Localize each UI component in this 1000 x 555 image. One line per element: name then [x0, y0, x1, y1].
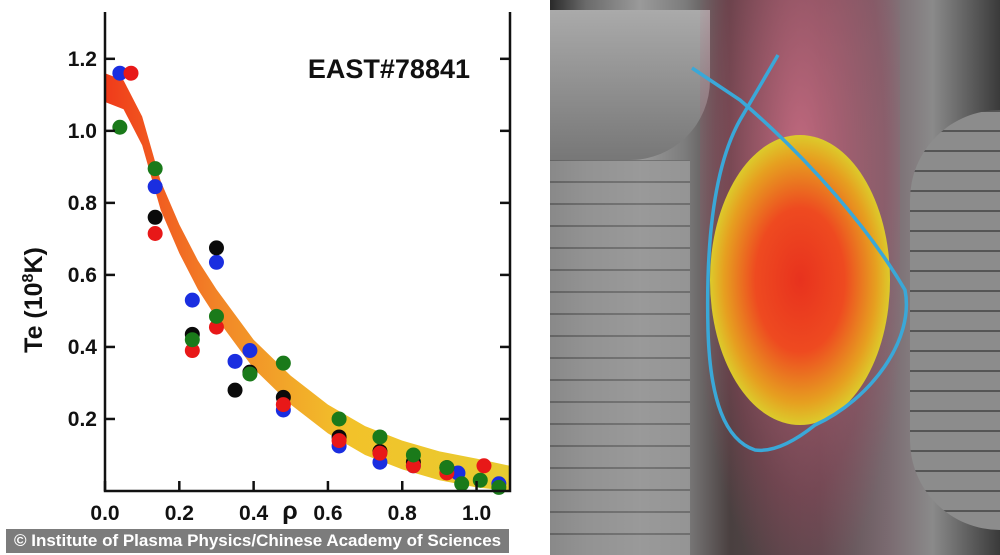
- data-point-green: [147, 161, 163, 177]
- data-point-green: [472, 472, 488, 488]
- x-tick-label: 1.0: [462, 502, 491, 525]
- data-point-red: [184, 343, 200, 359]
- data-point-green: [491, 479, 507, 495]
- east-tokamak-photo: [550, 0, 1000, 555]
- data-point-red: [372, 445, 388, 461]
- x-tick-label: 0.8: [388, 502, 418, 525]
- data-point-green: [454, 476, 470, 492]
- data-point-blue: [227, 353, 243, 369]
- x-tick-label: 0.0: [90, 502, 119, 525]
- data-point-green: [331, 411, 347, 427]
- x-tick-label: 0.2: [165, 502, 194, 525]
- y-tick-label: 1.0: [68, 120, 97, 143]
- data-point-blue: [147, 179, 163, 195]
- vessel-wall-left: [550, 160, 690, 555]
- data-point-black: [208, 240, 224, 256]
- plasma-heat-map: [710, 135, 890, 425]
- plasma-boundary-curve: [691, 54, 909, 453]
- data-point-blue: [112, 65, 128, 81]
- data-point-green: [439, 460, 455, 476]
- data-point-blue: [242, 343, 258, 359]
- y-axis-label: Te (108K): [20, 247, 48, 353]
- y-tick-label: 0.8: [68, 192, 98, 215]
- data-point-red: [147, 225, 163, 241]
- axes: 0.0 0.2 0.4 0.6 0.8 1.0 0.2 0.4 0.6 0.8 1.0 1.2: [68, 12, 512, 525]
- data-point-green: [112, 119, 128, 135]
- data-point-red: [476, 458, 492, 474]
- y-tick-label: 0.6: [68, 264, 97, 287]
- y-tick-label: 0.4: [68, 336, 98, 359]
- chart-title: EAST#78841: [308, 54, 470, 84]
- axis-frame: [103, 12, 512, 493]
- y-tick-label: 0.2: [68, 408, 97, 431]
- data-point-black: [227, 382, 243, 398]
- x-axis-label: ρ: [282, 497, 297, 525]
- data-point-red: [331, 433, 347, 449]
- data-point-green: [184, 332, 200, 348]
- data-point-red: [208, 319, 224, 335]
- data-point-red: [405, 458, 421, 474]
- x-tick-label: 0.4: [239, 502, 269, 525]
- data-point-red: [275, 397, 291, 413]
- fit-band: [105, 73, 510, 492]
- data-point-green: [405, 447, 421, 463]
- data-point-green: [275, 355, 291, 371]
- data-point-green: [242, 366, 258, 382]
- data-point-green: [372, 429, 388, 445]
- data-point-blue: [208, 254, 224, 270]
- data-points-layer: [112, 65, 507, 495]
- data-point-green: [208, 308, 224, 324]
- y-tick-label: 1.2: [68, 48, 97, 71]
- fit-band-layer: [105, 73, 510, 492]
- data-point-blue: [184, 292, 200, 308]
- data-point-red: [123, 65, 139, 81]
- image-credit: © Institute of Plasma Physics/Chinese Ac…: [6, 529, 510, 553]
- te-profile-chart: 0.0 0.2 0.4 0.6 0.8 1.0 0.2 0.4 0.6 0.8 1.0 1.2 EAS…: [20, 12, 512, 525]
- vessel-wall-upper: [550, 10, 710, 160]
- data-point-black: [147, 209, 163, 225]
- x-tick-label: 0.6: [313, 502, 342, 525]
- vessel-wall-right: [910, 110, 1000, 530]
